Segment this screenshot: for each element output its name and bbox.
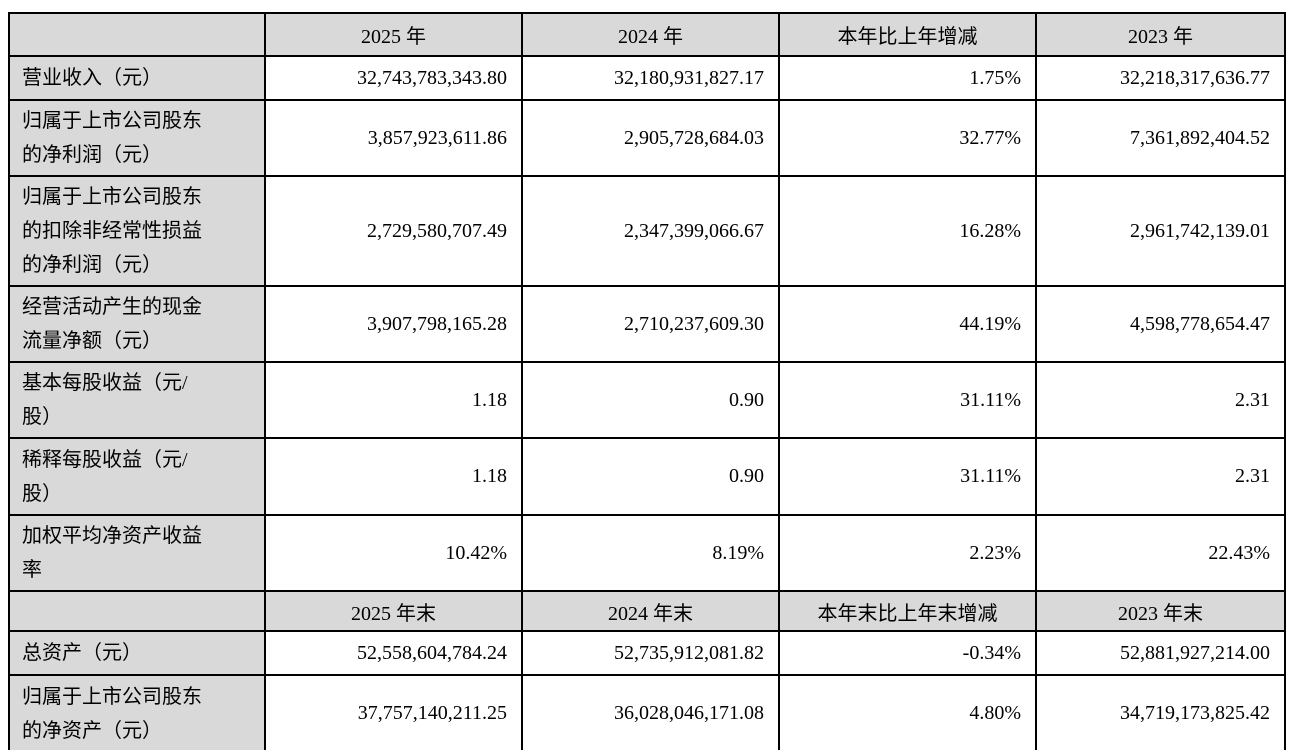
- row-label: 营业收入（元）: [8, 55, 266, 101]
- value-change: 31.11%: [778, 437, 1037, 516]
- row-label: 基本每股收益（元/股）: [8, 361, 266, 439]
- blank-header-cell: [8, 12, 266, 57]
- row-label: 经营活动产生的现金流量净额（元）: [8, 285, 266, 363]
- value-2025: 1.18: [264, 361, 523, 439]
- value-change: 4.80%: [778, 674, 1037, 750]
- header-2023: 2023 年: [1035, 12, 1286, 57]
- blank-header-cell: [8, 590, 266, 632]
- header-2023-end: 2023 年末: [1035, 590, 1286, 632]
- value-change: 32.77%: [778, 99, 1037, 177]
- value-2024: 8.19%: [521, 514, 780, 592]
- value-2023: 2.31: [1035, 437, 1286, 516]
- value-change: 2.23%: [778, 514, 1037, 592]
- value-2025: 3,857,923,611.86: [264, 99, 523, 177]
- value-2025: 10.42%: [264, 514, 523, 592]
- value-change: 1.75%: [778, 55, 1037, 101]
- value-2024: 2,905,728,684.03: [521, 99, 780, 177]
- value-2023: 22.43%: [1035, 514, 1286, 592]
- row-operating-cash-flow: 经营活动产生的现金流量净额（元） 3,907,798,165.28 2,710,…: [8, 285, 1286, 363]
- row-label: 加权平均净资产收益率: [8, 514, 266, 592]
- value-2023: 34,719,173,825.42: [1035, 674, 1286, 750]
- value-change: 44.19%: [778, 285, 1037, 363]
- value-2024: 32,180,931,827.17: [521, 55, 780, 101]
- value-2024: 0.90: [521, 437, 780, 516]
- header-2024-end: 2024 年末: [521, 590, 780, 632]
- value-2025: 52,558,604,784.24: [264, 630, 523, 676]
- value-2023: 32,218,317,636.77: [1035, 55, 1286, 101]
- value-2025: 37,757,140,211.25: [264, 674, 523, 750]
- row-total-assets: 总资产（元） 52,558,604,784.24 52,735,912,081.…: [8, 630, 1286, 676]
- row-net-profit-excl-nonrecurring: 归属于上市公司股东的扣除非经常性损益的净利润（元） 2,729,580,707.…: [8, 175, 1286, 287]
- value-2023: 4,598,778,654.47: [1035, 285, 1286, 363]
- value-2024: 2,347,399,066.67: [521, 175, 780, 287]
- value-change: 16.28%: [778, 175, 1037, 287]
- annual-header-row: 2025 年 2024 年 本年比上年增减 2023 年: [8, 12, 1286, 57]
- value-2024: 0.90: [521, 361, 780, 439]
- value-2025: 3,907,798,165.28: [264, 285, 523, 363]
- row-label: 稀释每股收益（元/股）: [8, 437, 266, 516]
- row-label: 归属于上市公司股东的扣除非经常性损益的净利润（元）: [8, 175, 266, 287]
- row-net-assets-attributable: 归属于上市公司股东的净资产（元） 37,757,140,211.25 36,02…: [8, 674, 1286, 750]
- value-2023: 2.31: [1035, 361, 1286, 439]
- value-change: -0.34%: [778, 630, 1037, 676]
- value-2024: 36,028,046,171.08: [521, 674, 780, 750]
- row-label: 归属于上市公司股东的净资产（元）: [8, 674, 266, 750]
- row-basic-eps: 基本每股收益（元/股） 1.18 0.90 31.11% 2.31: [8, 361, 1286, 439]
- financial-summary-table: 2025 年 2024 年 本年比上年增减 2023 年 营业收入（元） 32,…: [8, 12, 1286, 750]
- header-yoy-change: 本年比上年增减: [778, 12, 1037, 57]
- row-net-profit-attributable: 归属于上市公司股东的净利润（元） 3,857,923,611.86 2,905,…: [8, 99, 1286, 177]
- header-2025-end: 2025 年末: [264, 590, 523, 632]
- value-2025: 2,729,580,707.49: [264, 175, 523, 287]
- value-2025: 1.18: [264, 437, 523, 516]
- value-change: 31.11%: [778, 361, 1037, 439]
- row-label: 归属于上市公司股东的净利润（元）: [8, 99, 266, 177]
- header-2025: 2025 年: [264, 12, 523, 57]
- value-2023: 7,361,892,404.52: [1035, 99, 1286, 177]
- value-2024: 52,735,912,081.82: [521, 630, 780, 676]
- value-2024: 2,710,237,609.30: [521, 285, 780, 363]
- row-diluted-eps: 稀释每股收益（元/股） 1.18 0.90 31.11% 2.31: [8, 437, 1286, 516]
- row-label: 总资产（元）: [8, 630, 266, 676]
- row-weighted-avg-roe: 加权平均净资产收益率 10.42% 8.19% 2.23% 22.43%: [8, 514, 1286, 592]
- value-2023: 52,881,927,214.00: [1035, 630, 1286, 676]
- header-2024: 2024 年: [521, 12, 780, 57]
- row-operating-revenue: 营业收入（元） 32,743,783,343.80 32,180,931,827…: [8, 55, 1286, 101]
- value-2023: 2,961,742,139.01: [1035, 175, 1286, 287]
- value-2025: 32,743,783,343.80: [264, 55, 523, 101]
- period-end-header-row: 2025 年末 2024 年末 本年末比上年末增减 2023 年末: [8, 590, 1286, 632]
- header-end-change: 本年末比上年末增减: [778, 590, 1037, 632]
